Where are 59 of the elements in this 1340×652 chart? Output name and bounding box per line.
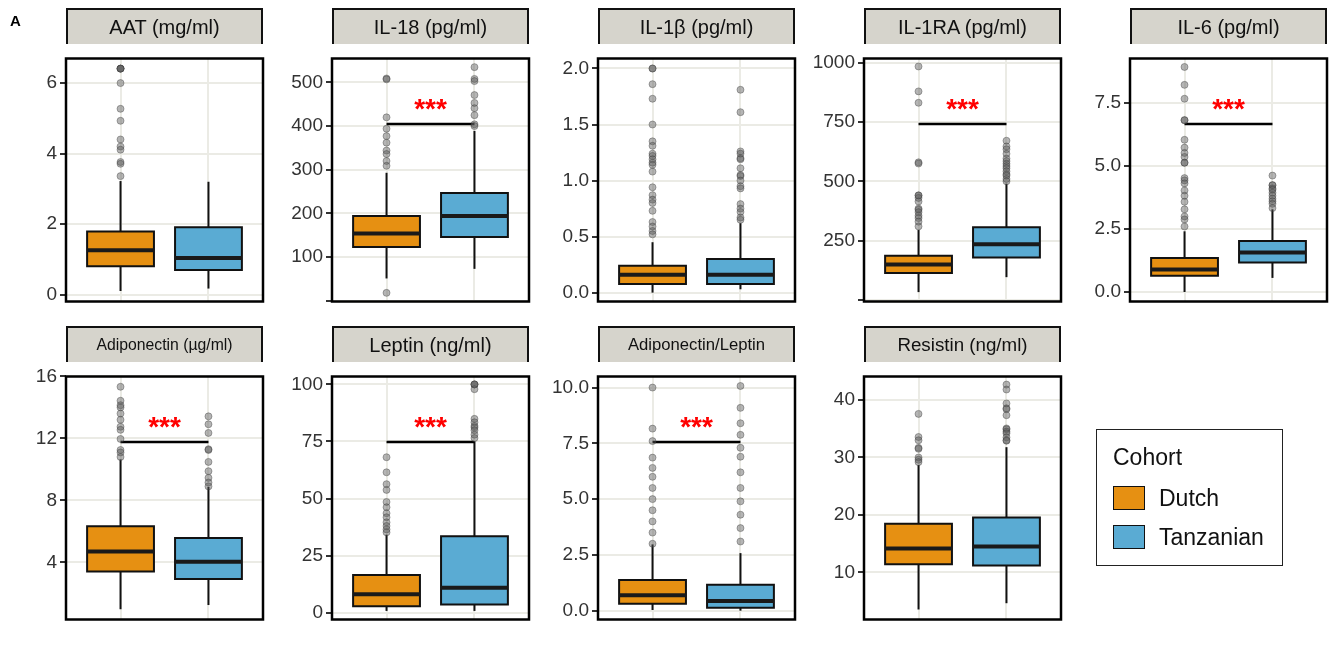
y-tick-label: 2.5	[1094, 217, 1121, 239]
y-tick-label: 100	[291, 245, 323, 267]
y-tick-label: 30	[833, 445, 855, 467]
y-tick-label: 25	[301, 543, 323, 565]
y-tick-label: 6	[46, 71, 57, 93]
y-tick-label: 7.5	[1094, 91, 1121, 113]
y-tick-label: 2	[46, 212, 57, 234]
chart-title: IL-18 (pg/ml)	[332, 8, 529, 44]
chart-title: IL-6 (pg/ml)	[1130, 8, 1327, 44]
chart-title: IL-1β (pg/ml)	[598, 8, 795, 44]
y-tick-label: 8	[46, 488, 57, 510]
y-tick-label: 500	[823, 169, 855, 191]
y-tick-label: 1000	[812, 50, 855, 72]
chart-title: Adiponectin (µg/ml)	[66, 326, 263, 362]
annotation: ***	[414, 411, 447, 443]
y-tick-label: 16	[35, 364, 57, 386]
legend-label: Dutch	[1159, 484, 1220, 512]
y-tick-label: 4	[46, 550, 58, 572]
annotation: ***	[1212, 93, 1245, 125]
annotation: ***	[414, 93, 447, 125]
chart-title: Resistin (ng/ml)	[864, 326, 1061, 362]
y-tick-label: 75	[301, 429, 323, 451]
y-tick-label: 10.0	[552, 375, 589, 397]
legend-label: Tanzanian	[1159, 523, 1264, 551]
y-tick-label: 2.5	[562, 543, 589, 565]
y-tick-label: 250	[823, 228, 855, 250]
y-tick-label: 1.5	[562, 112, 589, 134]
y-tick-label: 1.0	[562, 168, 589, 190]
y-tick-label: 12	[35, 426, 57, 448]
chart-title: AAT (mg/ml)	[66, 8, 263, 44]
y-tick-label: 10	[833, 560, 855, 582]
y-tick-label: 400	[291, 114, 323, 136]
y-tick-label: 0	[46, 282, 57, 304]
y-tick-label: 5.0	[1094, 154, 1121, 176]
y-tick-label: 200	[291, 201, 323, 223]
annotation: ***	[680, 411, 713, 443]
text: A	[10, 12, 21, 29]
y-tick-label: 0.0	[1094, 280, 1121, 302]
y-tick-label: 300	[291, 157, 323, 179]
y-tick-label: 0	[312, 600, 323, 622]
y-tick-label: 20	[833, 503, 855, 525]
y-tick-label: 2.0	[562, 56, 589, 78]
legend-title: Cohort	[1113, 443, 1184, 471]
y-tick-label: 0.5	[562, 224, 589, 246]
annotation: ***	[946, 93, 979, 125]
annotation: ***	[148, 411, 181, 443]
y-tick-label: 4	[46, 141, 58, 163]
y-tick-label: 7.5	[562, 431, 589, 453]
y-tick-label: 0.0	[562, 280, 589, 302]
y-tick-label: 750	[823, 110, 855, 132]
chart-title: Adiponectin/Leptin	[598, 326, 795, 362]
y-tick-label: 500	[291, 70, 323, 92]
chart-title: Leptin (ng/ml)	[332, 326, 529, 362]
y-tick-label: 50	[301, 486, 323, 508]
chart-title: IL-1RA (pg/ml)	[864, 8, 1061, 44]
y-tick-label: 5.0	[562, 487, 589, 509]
y-tick-label: 0.0	[562, 598, 589, 620]
y-tick-label: 40	[833, 388, 855, 410]
y-tick-label: 100	[291, 372, 323, 394]
